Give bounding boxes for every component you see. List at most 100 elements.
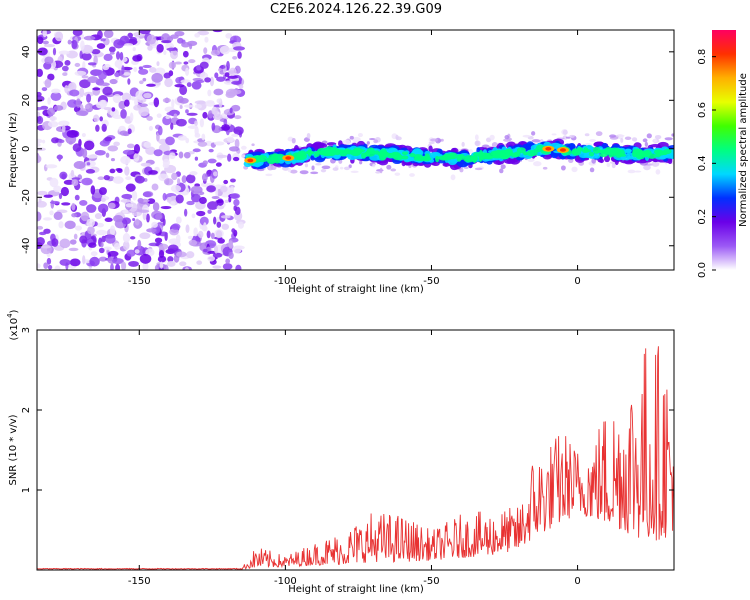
ridge-blob bbox=[612, 149, 621, 156]
noise-blob bbox=[142, 64, 152, 69]
ridge-halo-blob bbox=[522, 134, 531, 138]
noise-blob bbox=[153, 149, 163, 157]
noise-blob bbox=[199, 216, 209, 226]
noise-blob bbox=[51, 88, 61, 94]
noise-blob bbox=[87, 226, 95, 235]
noise-blob bbox=[215, 162, 222, 167]
ridge-halo-blob bbox=[461, 141, 465, 147]
noise-blob bbox=[71, 202, 76, 211]
noise-blob bbox=[228, 146, 240, 152]
noise-blob bbox=[202, 111, 208, 119]
ridge-halo-blob bbox=[611, 162, 616, 169]
noise-blob bbox=[87, 76, 99, 84]
noise-blob bbox=[167, 244, 179, 253]
noise-blob bbox=[195, 79, 205, 84]
noise-blob bbox=[129, 236, 136, 240]
noise-blob bbox=[138, 106, 150, 117]
noise-blob bbox=[137, 209, 150, 213]
noise-blob bbox=[224, 72, 230, 78]
noise-blob bbox=[235, 264, 242, 270]
noise-blob bbox=[120, 155, 131, 165]
noise-blob bbox=[42, 139, 46, 144]
noise-blob bbox=[183, 151, 191, 159]
noise-blob bbox=[223, 118, 228, 126]
noise-blob bbox=[185, 137, 190, 144]
noise-blob bbox=[214, 141, 225, 146]
ridge-halo-blob bbox=[241, 154, 246, 158]
noise-blob bbox=[114, 72, 120, 78]
noise-blob bbox=[194, 156, 199, 161]
noise-blob bbox=[211, 106, 218, 116]
noise-blob bbox=[81, 148, 88, 159]
ridge-halo-blob bbox=[342, 139, 351, 145]
noise-blob bbox=[186, 251, 195, 259]
ridge-blob bbox=[526, 150, 538, 157]
noise-blob bbox=[139, 253, 152, 264]
ridge-halo-blob bbox=[568, 158, 574, 164]
noise-blob bbox=[75, 98, 81, 108]
noise-blob bbox=[93, 114, 100, 123]
noise-blob bbox=[52, 47, 57, 56]
ridge-halo-blob bbox=[551, 133, 557, 136]
noise-blob bbox=[59, 238, 71, 249]
noise-blob bbox=[229, 89, 242, 95]
noise-blob bbox=[196, 210, 206, 217]
noise-blob bbox=[186, 112, 198, 116]
noise-blob bbox=[103, 246, 112, 251]
noise-blob bbox=[157, 255, 167, 263]
noise-blob bbox=[121, 217, 132, 225]
noise-blob bbox=[165, 136, 175, 146]
ridge-halo-blob bbox=[560, 165, 566, 171]
noise-blob bbox=[125, 183, 136, 192]
spectrogram-x-axis-label: Height of straight line (km) bbox=[288, 284, 424, 295]
ridge-halo-blob bbox=[359, 160, 363, 165]
noise-blob bbox=[68, 247, 79, 252]
ridge-halo-blob bbox=[375, 171, 381, 174]
noise-blob bbox=[179, 261, 187, 267]
ridge-blob bbox=[472, 155, 477, 164]
snr-y-axis-label: SNR (10 * v/v) bbox=[8, 414, 19, 485]
noise-blob bbox=[49, 115, 58, 121]
noise-blob bbox=[112, 93, 122, 104]
snr-multiplier-close: ) bbox=[9, 309, 20, 313]
noise-blob bbox=[179, 105, 183, 109]
noise-blob bbox=[81, 132, 86, 138]
ridge-blob bbox=[571, 148, 579, 155]
noise-blob bbox=[148, 170, 158, 175]
noise-blob bbox=[133, 153, 140, 162]
ridge-halo-blob bbox=[450, 174, 456, 181]
spectrogram-frame bbox=[36, 29, 675, 271]
noise-blob bbox=[148, 125, 153, 131]
ridge-blob bbox=[578, 153, 589, 159]
ridge-halo-blob bbox=[343, 166, 350, 171]
noise-blob bbox=[216, 221, 222, 228]
noise-blob bbox=[121, 65, 125, 75]
noise-blob bbox=[166, 47, 178, 52]
noise-blob bbox=[43, 194, 53, 198]
noise-blob bbox=[204, 36, 209, 43]
spectrogram-image bbox=[37, 30, 674, 270]
noise-blob bbox=[74, 225, 83, 231]
spectrogram-x-tick-label: -150 bbox=[128, 276, 151, 287]
noise-blob bbox=[238, 84, 244, 89]
ridge-halo-blob bbox=[240, 145, 247, 150]
snr-x-tick-label: 0 bbox=[574, 576, 580, 587]
spectrogram-panel: -150 -100 -50 0 -40 -20 0 20 40 bbox=[21, 29, 675, 287]
ridge-halo-blob bbox=[654, 135, 662, 140]
noise-blob bbox=[120, 199, 131, 203]
ridge-halo-blob bbox=[561, 129, 568, 135]
chart-title: C2E6.2024.126.22.39.G09 bbox=[269, 2, 443, 17]
noise-blob bbox=[37, 111, 41, 117]
ridge-blob bbox=[516, 147, 526, 154]
noise-blob bbox=[119, 51, 124, 61]
noise-blob bbox=[212, 30, 223, 33]
noise-blob bbox=[193, 227, 198, 237]
noise-blob bbox=[154, 237, 163, 244]
ridge-halo-blob bbox=[571, 166, 578, 173]
noise-blob bbox=[37, 95, 45, 103]
noise-blob bbox=[107, 145, 119, 152]
noise-blob bbox=[175, 118, 187, 127]
noise-blob bbox=[187, 125, 199, 129]
noise-blob bbox=[45, 164, 58, 169]
